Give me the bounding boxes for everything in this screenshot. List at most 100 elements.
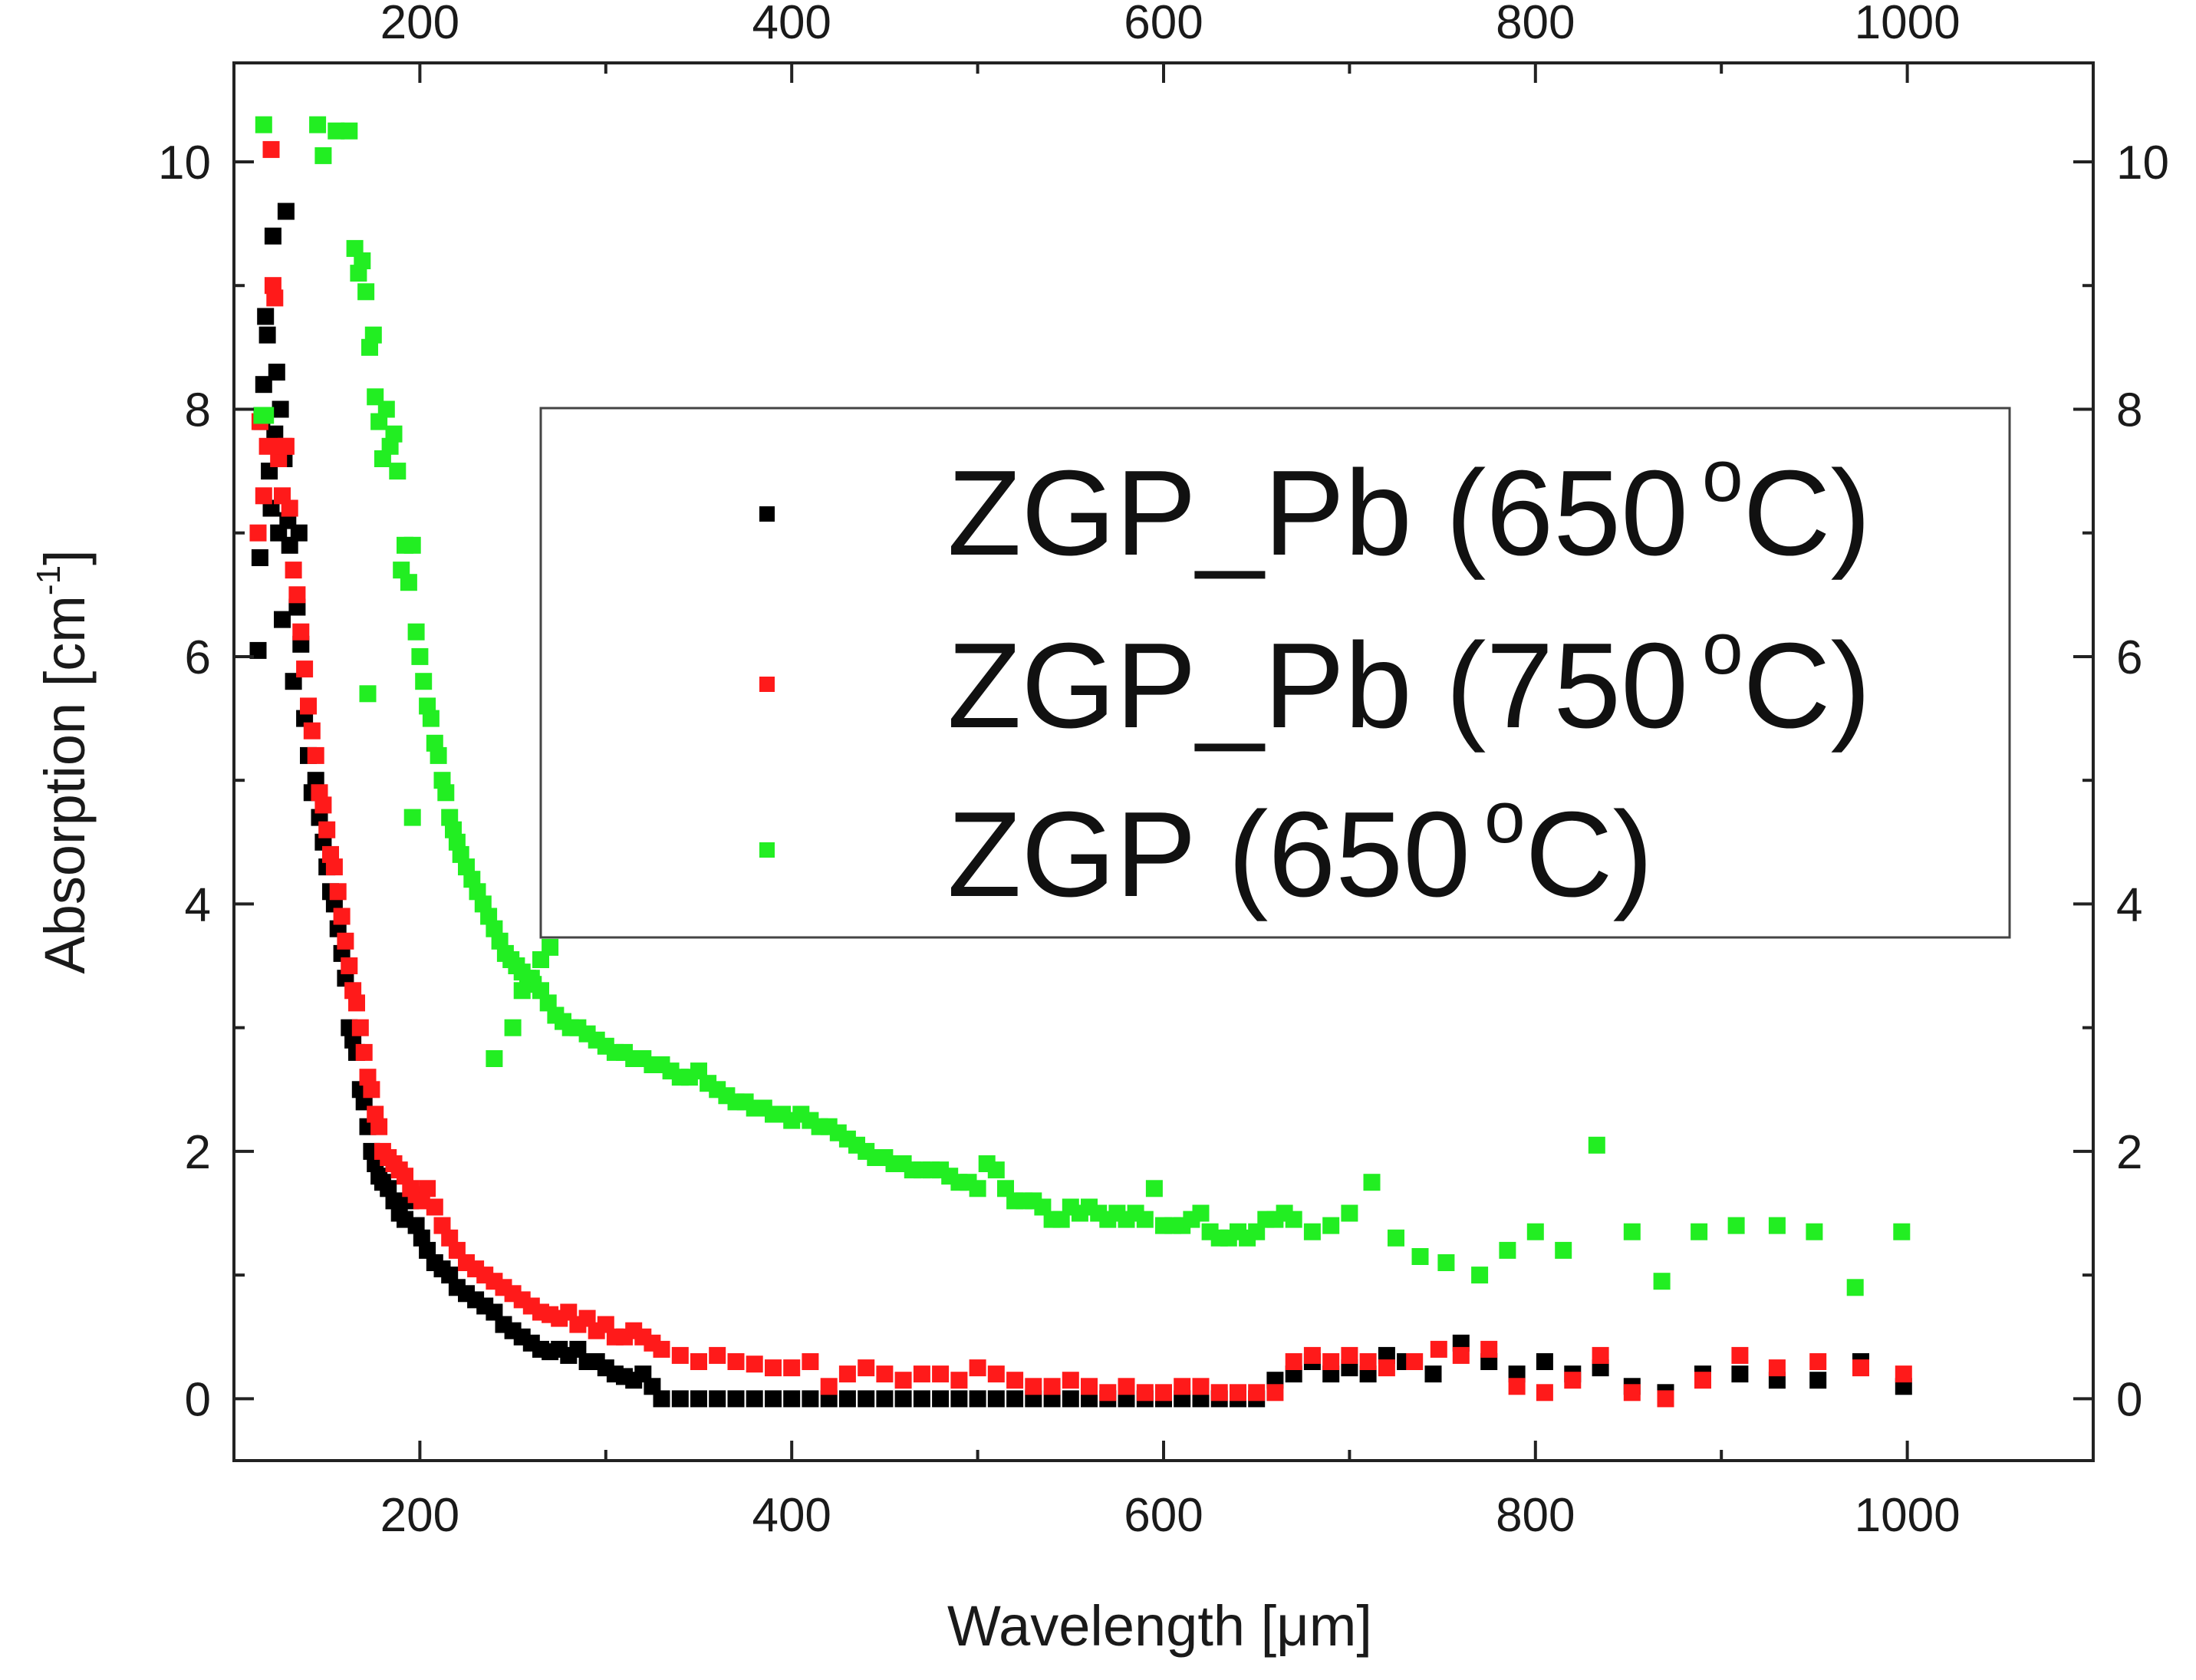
data-point-zgp-650 <box>257 407 275 424</box>
data-point-zgp-650 <box>403 536 421 554</box>
data-point-zgp-650 <box>1437 1254 1455 1271</box>
data-point-zgp-650 <box>1806 1223 1823 1240</box>
data-point-zgp-pb-750 <box>277 437 295 455</box>
data-point-zgp-650 <box>354 252 371 269</box>
data-point-zgp-650 <box>513 982 531 1000</box>
data-point-zgp-pb-750 <box>1731 1346 1749 1364</box>
data-point-zgp-pb-750 <box>987 1365 1005 1383</box>
data-point-zgp-650 <box>328 122 345 140</box>
ticks-layer: 200 200 400 400 600 600 800 800 1000 1000 0 0 2 2 4 4 6 6… <box>158 0 2169 1542</box>
data-point-zgp-650 <box>1893 1223 1911 1240</box>
legend-label-zgp-pb-650: ZGP_Pb (650 oC) <box>947 435 1871 581</box>
data-point-zgp-pb-650 <box>1006 1390 1024 1408</box>
data-point-zgp-pb-750 <box>802 1353 819 1370</box>
data-point-zgp-pb-750 <box>1623 1384 1641 1402</box>
data-point-zgp-pb-750 <box>1592 1346 1609 1364</box>
data-point-zgp-pb-750 <box>262 140 280 158</box>
x-tick-label: 200 <box>380 1489 459 1542</box>
data-point-zgp-pb-750 <box>1430 1340 1447 1358</box>
data-point-zgp-650 <box>504 1019 522 1036</box>
points-layer <box>249 116 1912 1408</box>
data-point-zgp-650 <box>407 623 425 641</box>
data-point-zgp-pb-750 <box>303 722 321 740</box>
data-point-zgp-pb-750 <box>370 1118 388 1135</box>
data-point-zgp-650 <box>364 326 382 344</box>
data-point-zgp-pb-750 <box>671 1346 689 1364</box>
data-point-zgp-pb-650 <box>1424 1365 1442 1383</box>
data-point-zgp-pb-750 <box>1210 1384 1228 1402</box>
legend-label-zgp-650-sup: o <box>1484 776 1525 858</box>
data-point-zgp-pb-650 <box>653 1390 670 1408</box>
data-point-zgp-pb-750 <box>1155 1384 1172 1402</box>
data-point-zgp-pb-650 <box>249 641 267 659</box>
data-point-zgp-pb-750 <box>249 524 267 542</box>
data-point-zgp-650 <box>430 746 447 764</box>
data-point-zgp-650 <box>437 784 455 802</box>
y-tick-label: 6 <box>185 631 211 684</box>
data-point-zgp-650 <box>1555 1241 1572 1259</box>
data-point-zgp-pb-750 <box>876 1365 894 1383</box>
legend-label-zgp-pb-750-close: C) <box>1743 618 1871 753</box>
data-point-zgp-pb-750 <box>1657 1390 1674 1408</box>
data-point-zgp-pb-750 <box>765 1359 782 1377</box>
data-point-zgp-650 <box>1623 1223 1641 1240</box>
y-axis-title: Absorption [cm-1] <box>30 549 97 973</box>
data-point-zgp-pb-750 <box>1081 1378 1098 1395</box>
data-point-zgp-650 <box>1411 1248 1429 1265</box>
data-point-zgp-650 <box>314 147 332 164</box>
data-point-zgp-pb-650 <box>709 1390 726 1408</box>
data-point-zgp-pb-750 <box>419 1180 436 1197</box>
legend-marker-zgp-pb-650 <box>759 506 775 522</box>
data-point-zgp-pb-650 <box>258 326 276 344</box>
data-point-zgp-650 <box>1526 1223 1544 1240</box>
legend-box <box>539 407 2011 939</box>
data-point-zgp-pb-650 <box>257 308 275 325</box>
data-point-zgp-pb-750 <box>1248 1384 1266 1402</box>
data-point-zgp-pb-750 <box>1694 1372 1711 1389</box>
data-point-zgp-pb-750 <box>1174 1378 1191 1395</box>
data-point-zgp-pb-750 <box>325 858 343 876</box>
data-point-zgp-pb-750 <box>426 1198 443 1216</box>
data-point-zgp-pb-750 <box>329 883 347 901</box>
data-point-zgp-pb-750 <box>1852 1359 1869 1377</box>
data-point-zgp-pb-750 <box>709 1346 726 1364</box>
data-point-zgp-pb-650 <box>876 1390 894 1408</box>
data-point-zgp-pb-750 <box>1025 1378 1042 1395</box>
legend: ZGP_Pb (650 oC) ZGP_Pb (750 oC) ZGP (650 oC… <box>539 407 2011 939</box>
data-point-zgp-pb-750 <box>894 1372 912 1389</box>
data-point-zgp-pb-650 <box>783 1390 801 1408</box>
data-point-zgp-650 <box>969 1180 986 1197</box>
data-point-zgp-pb-750 <box>351 1019 369 1036</box>
data-point-zgp-pb-650 <box>727 1390 745 1408</box>
data-point-zgp-pb-750 <box>285 562 302 579</box>
data-point-zgp-pb-650 <box>802 1390 819 1408</box>
x-tick-label: 600 <box>1124 1489 1203 1542</box>
data-point-zgp-pb-750 <box>1062 1372 1079 1389</box>
data-point-zgp-650 <box>1136 1211 1154 1228</box>
data-point-zgp-650 <box>1363 1174 1381 1191</box>
y-axis-title-sup: -1 <box>30 565 67 595</box>
data-point-zgp-pb-650 <box>1536 1353 1553 1370</box>
data-point-zgp-pb-750 <box>318 821 336 838</box>
data-point-zgp-pb-750 <box>1508 1378 1526 1395</box>
data-point-zgp-pb-750 <box>1118 1378 1135 1395</box>
data-point-zgp-pb-750 <box>1359 1353 1377 1370</box>
data-point-zgp-pb-650 <box>690 1390 707 1408</box>
data-point-zgp-pb-750 <box>1378 1359 1395 1377</box>
data-point-zgp-pb-650 <box>894 1390 912 1408</box>
data-point-zgp-pb-750 <box>690 1353 707 1370</box>
right-tick-label: 10 <box>2116 137 2169 189</box>
data-point-zgp-pb-750 <box>1006 1372 1024 1389</box>
data-point-zgp-pb-750 <box>1230 1384 1246 1402</box>
data-point-zgp-650 <box>1303 1223 1321 1240</box>
data-point-zgp-pb-750 <box>314 796 332 814</box>
legend-label-zgp-pb-650-main: ZGP_Pb (650 <box>947 446 1688 581</box>
data-point-zgp-pb-750 <box>296 660 314 678</box>
data-point-zgp-pb-750 <box>1099 1384 1117 1402</box>
data-point-zgp-650 <box>389 463 407 480</box>
data-point-zgp-pb-750 <box>348 994 365 1012</box>
data-point-zgp-pb-750 <box>1136 1384 1154 1402</box>
data-point-zgp-650 <box>1846 1279 1864 1296</box>
data-point-zgp-pb-750 <box>355 1043 373 1061</box>
legend-label-zgp-pb-750-sup: o <box>1702 608 1743 690</box>
